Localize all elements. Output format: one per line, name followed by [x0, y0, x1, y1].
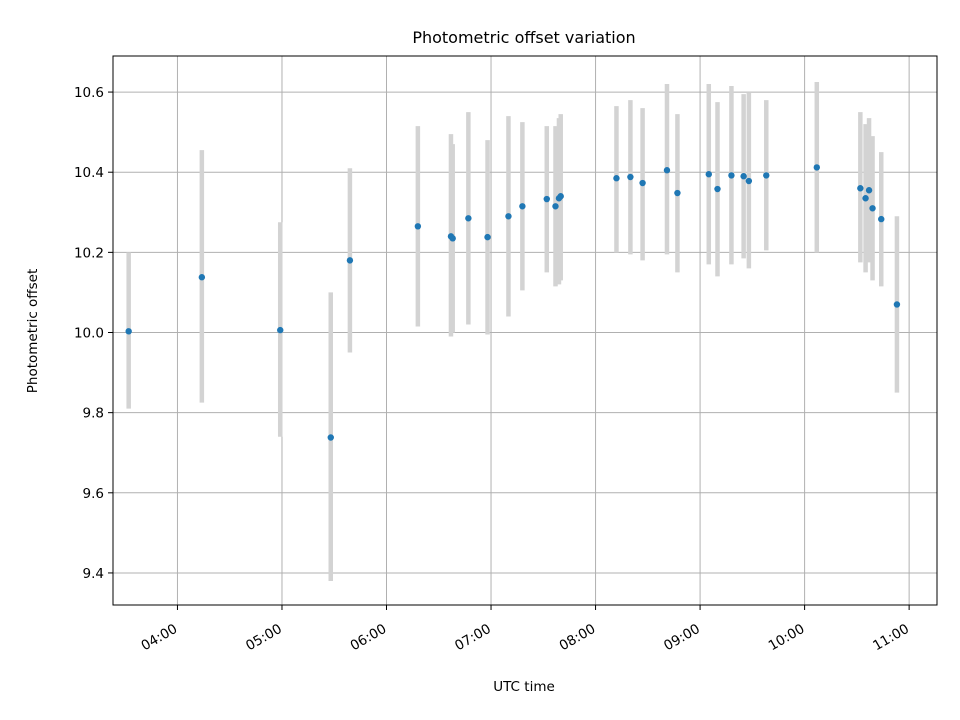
data-point [862, 195, 869, 202]
grid [113, 56, 937, 605]
chart-title: Photometric offset variation [412, 28, 635, 47]
data-point [627, 173, 634, 181]
data-point [519, 203, 526, 210]
x-axis-label: UTC time [493, 679, 555, 695]
data-point [813, 164, 820, 171]
y-axis-ticks: 9.4 9.6 9.8 10.0 10.2 10.4 10.6 [74, 85, 113, 582]
data-point [505, 213, 512, 220]
data-point [613, 175, 620, 182]
data-point [878, 215, 885, 223]
data-point [865, 187, 873, 194]
data-point [346, 257, 354, 264]
data-point [125, 328, 132, 335]
y-tick-label: 9.4 [83, 566, 104, 582]
data-point [763, 172, 770, 179]
data-point [857, 185, 864, 192]
data-point [543, 195, 550, 203]
y-tick-label: 9.6 [83, 486, 104, 502]
y-tick-label: 10.4 [74, 165, 104, 181]
data-point [557, 193, 564, 200]
data-point [327, 434, 334, 441]
data-point [869, 205, 876, 212]
data-point [198, 274, 206, 281]
data-point [449, 235, 456, 242]
data-point [414, 223, 422, 230]
data-point [465, 215, 472, 222]
data-point [639, 179, 646, 187]
data-point [663, 167, 671, 174]
data-point [552, 203, 559, 210]
plot-frame [112, 55, 938, 606]
y-axis-label: Photometric offset [25, 269, 41, 393]
data-point [728, 172, 735, 179]
y-tick-label: 10.6 [74, 85, 104, 101]
data-point [277, 326, 284, 334]
data-point [674, 189, 681, 197]
data-points [125, 164, 901, 441]
y-tick-label: 10.0 [74, 326, 104, 342]
data-point [714, 185, 721, 193]
data-point [745, 177, 753, 185]
data-point [893, 301, 901, 308]
data-point [705, 171, 712, 178]
y-tick-label: 9.8 [83, 406, 104, 422]
y-tick-label: 10.2 [74, 245, 104, 261]
data-point [740, 173, 747, 180]
data-point [484, 233, 491, 241]
